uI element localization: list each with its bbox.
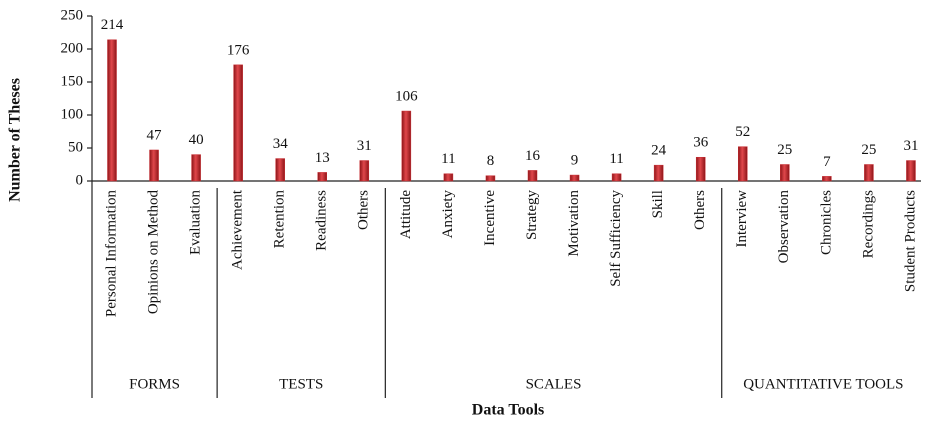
x-tick-label: Interview <box>734 190 750 248</box>
x-tick-label: Evaluation <box>188 190 204 255</box>
value-label: 8 <box>487 153 495 169</box>
value-label: 47 <box>147 127 163 143</box>
value-label: 11 <box>441 151 455 167</box>
bar <box>864 164 874 182</box>
bar <box>317 172 327 182</box>
group-label: QUANTITATIVE TOOLS <box>743 376 903 392</box>
value-label: 34 <box>273 136 289 152</box>
x-tick-label: Motivation <box>566 190 582 257</box>
value-label: 214 <box>101 17 124 33</box>
value-label: 25 <box>777 142 792 158</box>
value-label: 24 <box>651 143 667 159</box>
group-label: FORMS <box>129 376 180 392</box>
bar <box>653 164 664 182</box>
x-tick-label: Readiness <box>314 190 330 251</box>
x-axis-label: Data Tools <box>472 402 544 419</box>
value-label: 7 <box>823 154 831 170</box>
bar <box>191 154 201 182</box>
value-label: 31 <box>357 138 372 154</box>
bar <box>275 158 285 182</box>
y-tick-label: 0 <box>76 172 84 188</box>
bar <box>233 64 243 182</box>
value-label: 25 <box>861 142 876 158</box>
y-tick-label: 200 <box>61 40 84 56</box>
y-tick-label: 50 <box>68 139 83 155</box>
bar <box>822 176 832 182</box>
x-tick-label: Chronicles <box>818 190 834 255</box>
value-label: 11 <box>609 151 623 167</box>
value-label: 176 <box>227 42 250 58</box>
x-tick-label: Recordings <box>860 190 876 258</box>
x-tick-label: Student Products <box>902 190 918 292</box>
bar <box>359 160 370 182</box>
x-tick-label: Attitude <box>398 190 414 240</box>
x-tick-label: Anxiety <box>440 190 456 239</box>
bar <box>780 164 790 182</box>
bar <box>107 39 117 182</box>
x-tick-label: Incentive <box>482 190 498 246</box>
x-tick-label: Strategy <box>524 190 540 240</box>
bar <box>906 160 916 182</box>
group-label: TESTS <box>279 376 323 392</box>
bar <box>738 146 748 182</box>
value-label: 52 <box>735 124 750 140</box>
y-axis-label: Number of Theses <box>7 78 24 202</box>
value-label: 40 <box>189 132 204 148</box>
y-tick-label: 100 <box>61 106 84 122</box>
x-tick-label: Personal Information <box>103 190 119 318</box>
x-tick-label: Others <box>356 190 372 230</box>
x-tick-label: Retention <box>272 190 288 249</box>
x-tick-label: Skill <box>650 190 666 218</box>
y-tick-label: 150 <box>61 73 84 89</box>
bar <box>485 175 496 182</box>
x-tick-label: Self Sufficiency <box>608 190 624 287</box>
bar <box>569 174 580 182</box>
bar <box>149 149 159 182</box>
value-label: 13 <box>315 150 330 166</box>
group-label: SCALES <box>526 376 582 392</box>
x-tick-label: Achievement <box>230 189 246 270</box>
y-tick-label: 250 <box>61 7 84 23</box>
x-tick-label: Opinions on Method <box>145 190 161 315</box>
value-label: 31 <box>903 138 918 154</box>
value-label: 106 <box>395 88 418 104</box>
bar <box>401 110 412 182</box>
bar <box>611 173 622 182</box>
bar <box>527 170 538 182</box>
value-label: 36 <box>693 135 709 151</box>
x-tick-label: Others <box>692 190 708 230</box>
value-label: 9 <box>571 152 579 168</box>
bar <box>695 156 706 182</box>
bar <box>443 173 454 182</box>
x-tick-label: Observation <box>776 190 792 264</box>
value-label: 16 <box>525 148 541 164</box>
